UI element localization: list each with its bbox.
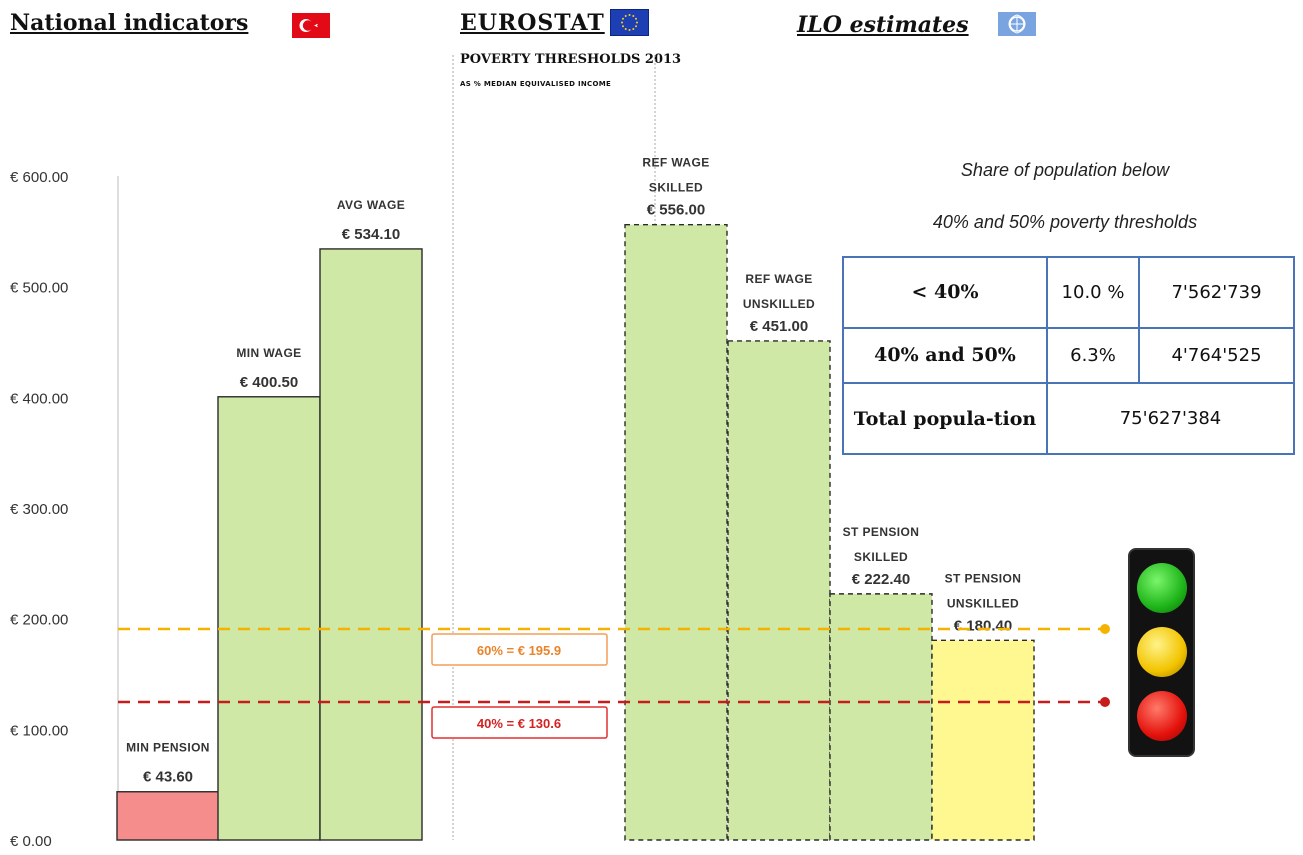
bar-value-label: € 180.40: [954, 617, 1012, 634]
bar-value-label: € 534.10: [342, 226, 400, 243]
row-label: 40% and 50%: [842, 326, 1048, 385]
eurostat-heading: EUROSTAT: [460, 10, 605, 36]
un-emblem-icon: [998, 12, 1036, 36]
bar-value-label: € 556.00: [647, 202, 705, 219]
share-caption-line1: Share of population below: [960, 160, 1170, 180]
bar-category-label: MIN PENSION: [126, 741, 210, 755]
y-tick-label: € 600.00: [10, 169, 68, 186]
red-light: [1137, 691, 1187, 741]
bar: [217, 396, 321, 841]
y-tick-label: € 200.00: [10, 612, 68, 629]
eurostat-subtitle: AS % MEDIAN EQUIVALISED INCOME: [460, 80, 612, 88]
bar: [829, 593, 933, 841]
threshold-marker: [1100, 624, 1110, 634]
bar-value-label: € 43.60: [143, 769, 193, 786]
total-value: 75'627'384: [1046, 382, 1295, 455]
share-caption-line2: 40% and 50% poverty thresholds: [932, 212, 1198, 232]
table-row: < 40% 10.0 % 7'562'739: [842, 256, 1295, 329]
bar-category-label: ST PENSION: [945, 571, 1022, 585]
row-count: 4'764'525: [1138, 326, 1295, 385]
bar-value-label: € 222.40: [852, 571, 910, 588]
national-indicators-heading: National indicators: [10, 10, 249, 36]
bar-category-label: UNSKILLED: [743, 297, 815, 311]
turkey-flag-icon: [292, 13, 330, 38]
bar-category-label: REF WAGE: [642, 156, 709, 170]
row-count: 7'562'739: [1138, 256, 1295, 329]
bar-category-label: MIN WAGE: [236, 346, 301, 360]
total-label: Total popula-tion: [842, 382, 1048, 455]
y-tick-label: € 100.00: [10, 722, 68, 739]
amber-light: [1137, 627, 1187, 677]
y-tick-label: € 400.00: [10, 390, 68, 407]
table-row: 40% and 50% 6.3% 4'764'525: [842, 326, 1295, 385]
y-tick-label: € 0.00: [10, 833, 52, 850]
table-row: Total popula-tion 75'627'384: [842, 382, 1295, 455]
bar-category-label: AVG WAGE: [337, 198, 405, 212]
y-tick-label: € 500.00: [10, 280, 68, 297]
green-light: [1137, 563, 1187, 613]
ilo-heading: ILO estimates: [797, 12, 969, 38]
row-percent: 10.0 %: [1046, 256, 1140, 329]
y-tick-label: € 300.00: [10, 501, 68, 518]
threshold-label: 60% = € 195.9: [477, 643, 561, 658]
bar: [727, 340, 831, 841]
bar: [116, 791, 220, 841]
bar-category-label: REF WAGE: [745, 272, 812, 286]
threshold-box: [431, 633, 608, 666]
row-percent: 6.3%: [1046, 326, 1140, 385]
traffic-light-icon: [1128, 548, 1195, 757]
bar-value-label: € 451.00: [750, 318, 808, 335]
bar-category-label: SKILLED: [649, 181, 703, 195]
bar-value-label: € 400.50: [240, 374, 298, 391]
threshold-label: 40% = € 130.6: [477, 716, 561, 731]
bar-category-label: UNSKILLED: [947, 596, 1019, 610]
bar-category-label: SKILLED: [854, 550, 908, 564]
bar: [624, 223, 728, 841]
eu-flag-icon: [610, 9, 649, 36]
eurostat-title: POVERTY THRESHOLDS 2013: [460, 52, 682, 67]
row-label: < 40%: [842, 256, 1048, 329]
bar-category-label: ST PENSION: [843, 525, 920, 539]
threshold-box: [431, 706, 608, 739]
poverty-share-table: < 40% 10.0 % 7'562'739 40% and 50% 6.3% …: [842, 256, 1295, 455]
threshold-marker: [1100, 697, 1110, 707]
bar: [319, 248, 423, 841]
bar: [931, 639, 1035, 841]
